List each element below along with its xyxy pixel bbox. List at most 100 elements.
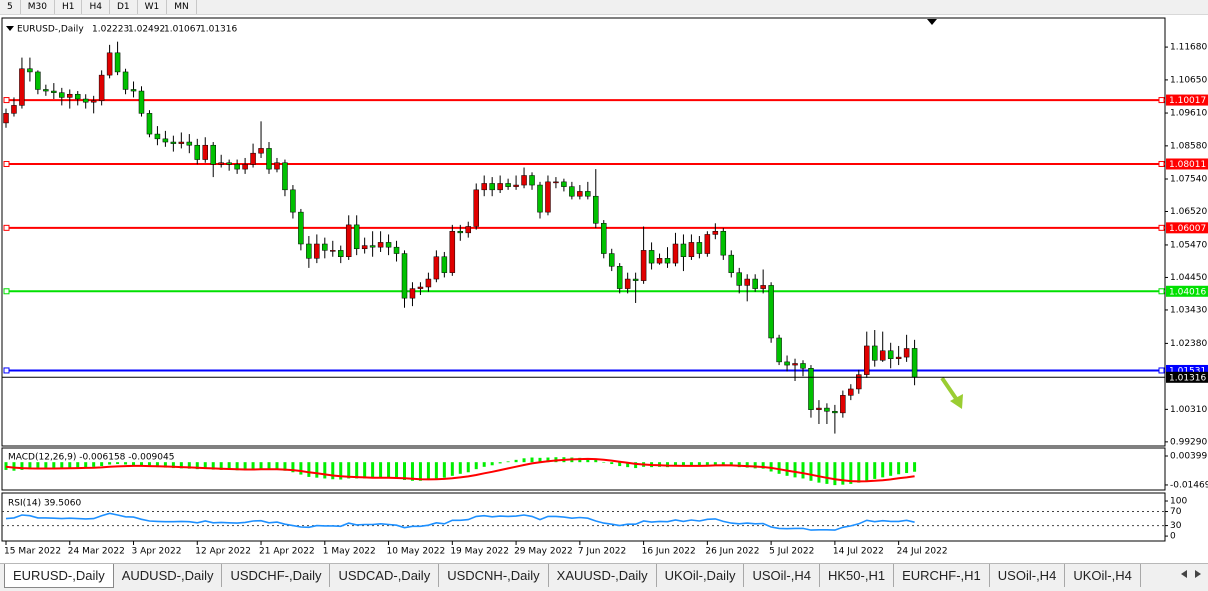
title-ohlc: 1.02492 xyxy=(128,25,165,35)
candle-body xyxy=(481,183,487,191)
candle-body xyxy=(856,374,862,390)
chart: MACD(12,26,9) -0.006158 -0.009045 RSI(14… xyxy=(1,17,1208,557)
level-marker xyxy=(1158,367,1165,374)
macd-bar xyxy=(291,462,295,473)
candle-body xyxy=(114,52,121,73)
signal-line xyxy=(5,457,915,483)
timeframe-button[interactable]: W1 xyxy=(138,0,168,14)
timeframe-button[interactable]: D1 xyxy=(110,0,138,14)
candle-body xyxy=(178,141,185,144)
macd-bar xyxy=(442,462,446,478)
candle-body xyxy=(306,243,312,259)
macd-bar xyxy=(841,462,845,485)
macd-bar xyxy=(243,462,247,470)
macd-bar xyxy=(403,462,406,481)
candle-body xyxy=(457,230,464,234)
timeframe-button[interactable]: M30 xyxy=(21,0,55,14)
symbol-tab[interactable]: AUDUSD-,Daily xyxy=(114,564,223,587)
macd-bar xyxy=(498,462,502,464)
candle-body xyxy=(561,181,567,187)
candle-body xyxy=(417,286,424,289)
candle-body xyxy=(640,250,647,281)
candle-body xyxy=(489,183,495,191)
symbol-tab[interactable]: XAUUSD-,Daily xyxy=(549,564,657,587)
macd-bar xyxy=(259,462,263,469)
macd-bar xyxy=(530,457,534,463)
y-tick-label: 0.00399 xyxy=(1170,451,1207,461)
y-tick-label: 1.11680 xyxy=(1170,43,1207,53)
candle-body xyxy=(800,363,806,369)
level-marker xyxy=(3,97,10,104)
macd-bar xyxy=(116,462,120,465)
title-ohlc: 1.01316 xyxy=(200,25,237,35)
candle-body xyxy=(401,253,408,299)
macd-bar xyxy=(44,462,48,469)
candle-body xyxy=(90,100,97,103)
tab-scroll[interactable] xyxy=(1178,567,1204,581)
y-tick-label: 0 xyxy=(1170,532,1176,542)
macd-bar xyxy=(132,462,136,465)
timeframe-button[interactable]: H4 xyxy=(82,0,110,14)
macd-bar xyxy=(721,462,725,465)
candle-body xyxy=(616,266,623,289)
candle-body xyxy=(138,90,145,114)
candle-body xyxy=(848,388,854,396)
candle-body xyxy=(473,189,479,227)
candle-body xyxy=(186,141,193,146)
macd-bar xyxy=(379,462,383,478)
symbol-tab[interactable]: EURUSD-,Daily xyxy=(4,564,114,588)
title-marker xyxy=(6,26,14,31)
candle-body xyxy=(345,224,352,257)
y-tick-label: 70 xyxy=(1170,507,1182,517)
candle-body xyxy=(35,71,41,90)
candle-body xyxy=(298,211,304,245)
symbol-tab[interactable]: EURCHF-,H1 xyxy=(894,564,990,587)
symbol-tab[interactable]: USOil-,H4 xyxy=(990,564,1066,587)
macd-bar xyxy=(283,462,287,471)
candle-body xyxy=(337,250,344,257)
rsi-title: RSI(14) 39.5060 xyxy=(8,499,81,509)
macd-bar xyxy=(913,462,917,472)
candle-body xyxy=(377,242,384,248)
symbol-tab[interactable]: USDCNH-,Daily xyxy=(439,564,549,587)
candle-body xyxy=(608,253,615,267)
timeframe-button[interactable]: 5 xyxy=(0,0,21,14)
timeframe-button[interactable]: H1 xyxy=(55,0,83,14)
level-marker xyxy=(1158,288,1165,295)
symbol-tab[interactable]: UKOil-,Daily xyxy=(657,564,745,587)
timeframe-button[interactable]: MN xyxy=(167,0,197,14)
macd-bar xyxy=(705,462,709,465)
candle-body xyxy=(290,189,296,213)
candle-body xyxy=(122,71,129,90)
macd-bar xyxy=(163,462,167,468)
candle-body xyxy=(521,175,527,186)
y-tick-label: 30 xyxy=(1170,521,1182,531)
macd-bar xyxy=(187,462,191,469)
candle-body xyxy=(43,89,49,92)
macd-bar xyxy=(697,462,701,466)
rsi-line xyxy=(5,512,915,531)
macd-bar xyxy=(817,462,821,483)
candle-body xyxy=(776,337,782,363)
candle-body xyxy=(330,250,336,252)
candle-body xyxy=(369,245,376,248)
symbol-tab[interactable]: USOil-,H4 xyxy=(744,564,820,587)
rsi-panel xyxy=(1,492,1166,542)
symbol-tab[interactable]: HK50-,H1 xyxy=(820,564,895,587)
x-tick-label: 1 May 2022 xyxy=(323,547,376,557)
candle-body xyxy=(664,258,671,264)
macd-bar xyxy=(769,462,773,472)
macd-bar xyxy=(171,462,175,469)
symbol-tab[interactable]: USDCAD-,Daily xyxy=(330,564,440,587)
macd-bar xyxy=(785,462,789,476)
level-price-label: 1.06007 xyxy=(1169,224,1206,234)
candle-body xyxy=(170,141,177,144)
macd-bar xyxy=(737,462,741,468)
macd-bar xyxy=(108,462,112,465)
symbol-tab[interactable]: UKOil-,H4 xyxy=(1065,564,1141,587)
symbol-tab[interactable]: USDCHF-,Daily xyxy=(222,564,331,587)
level-marker xyxy=(3,367,10,374)
candle-body xyxy=(911,348,918,378)
macd-bar xyxy=(52,462,56,469)
